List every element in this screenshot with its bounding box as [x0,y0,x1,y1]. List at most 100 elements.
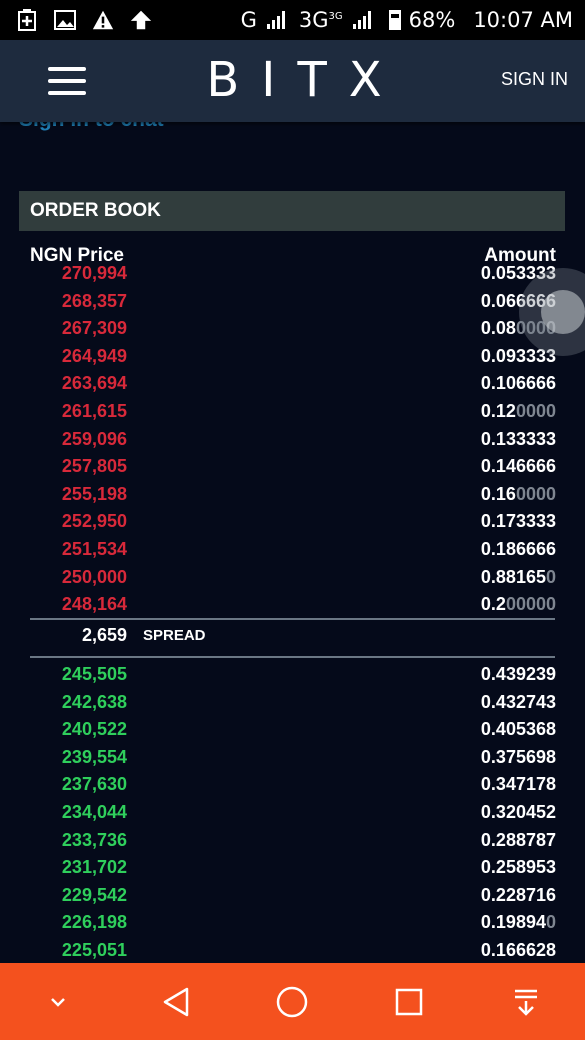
ask-row[interactable]: 251,534 0.186666 [0,536,585,563]
ask-row[interactable]: 255,198 0.160000 [0,481,585,508]
ask-amount-value: 0.08 [480,318,516,339]
ask-amount-value: 0.133333 [480,428,556,449]
bid-amount: 0.166628 [481,937,556,964]
bid-amount: 0.320452 [481,799,556,826]
bid-amount: 0.405368 [481,716,556,743]
bid-price: 229,542 [61,884,127,905]
bid-amount-trailing-zeros: 0 [545,912,556,933]
bid-price: 245,505 [61,664,127,684]
ask-row[interactable]: 267,309 0.080000 [0,315,585,342]
back-icon[interactable] [155,981,197,1023]
bid-row[interactable]: 234,044 0.320452 [0,799,585,826]
bid-row[interactable]: 233,736 0.288787 [0,827,585,854]
bid-row[interactable]: 237,630 0.347178 [0,771,585,798]
ask-row[interactable]: 261,615 0.120000 [0,398,585,425]
recents-icon[interactable] [388,981,430,1023]
bid-amount-value: 0.228716 [480,884,556,905]
bitx-logo: BITX [206,52,404,108]
ask-amount: 0.200000 [481,591,556,618]
home-icon[interactable] [271,981,313,1023]
floating-touch-dot-icon [541,290,585,334]
ask-price: 268,357 [61,290,127,311]
ask-amount-value: 0.12 [480,401,516,421]
bid-amount-value: 0.405368 [480,719,556,740]
ask-price: 257,805 [61,456,127,477]
bid-row[interactable]: 239,554 0.375698 [0,744,585,771]
bid-price: 242,638 [61,691,127,712]
bid-row[interactable]: 225,051 0.166628 [0,937,585,964]
ask-price: 259,096 [61,428,127,449]
ask-row[interactable]: 250,000 0.881650 [0,564,585,591]
bid-amount: 0.198940 [481,909,556,936]
bid-amount: 0.258953 [481,854,556,881]
ask-amount: 0.186666 [481,536,556,563]
bid-amount-value: 0.375698 [480,746,556,767]
bid-price: 237,630 [61,774,127,795]
bid-row[interactable]: 240,522 0.405368 [0,716,585,743]
ask-row[interactable]: 263,694 0.106666 [0,370,585,397]
navigation-bar [0,963,585,1040]
ask-row[interactable]: 259,096 0.133333 [0,426,585,453]
ask-amount: 0.160000 [481,481,556,508]
status-bar: G 3G3G 68% 10:07 AM [0,0,585,40]
ask-amount: 0.053333 [481,260,556,287]
ask-amount-value: 0.173333 [480,511,556,532]
upload-arrow-icon [130,9,152,31]
bid-price: 231,702 [61,857,127,878]
ask-amount: 0.066666 [481,288,556,315]
ask-price: 251,534 [61,539,127,559]
warning-icon [92,9,114,31]
bid-amount-value: 0.439239 [480,664,556,684]
battery-icon [388,10,401,30]
ask-price: 250,000 [61,566,127,587]
spread-label: SPREAD [143,627,206,644]
ask-amount-value: 0.2 [480,594,506,615]
bid-price: 239,554 [61,746,127,767]
bid-price: 234,044 [61,802,127,822]
ask-row[interactable]: 248,164 0.200000 [0,591,585,618]
bid-price: 225,051 [61,940,127,960]
bid-price: 240,522 [61,719,127,740]
image-icon [54,9,76,31]
bid-row[interactable]: 245,505 0.439239 [0,661,585,688]
bid-row[interactable]: 226,198 0.198940 [0,909,585,936]
ask-price: 270,994 [61,263,127,283]
spread-divider-top [30,618,555,620]
bid-row[interactable]: 242,638 0.432743 [0,689,585,716]
ask-price: 267,309 [61,318,127,339]
bid-amount-value: 0.432743 [480,691,556,712]
bid-amount-value: 0.347178 [480,774,556,795]
order-book-header: ORDER BOOK [19,191,565,231]
ask-price: 261,615 [61,401,127,421]
ask-row[interactable]: 252,950 0.173333 [0,508,585,535]
ask-amount: 0.146666 [481,453,556,480]
sign-in-button[interactable]: SIGN IN [500,69,568,89]
amount-column-header: Amount [484,245,556,266]
ask-amount-trailing-zeros: 00000 [505,594,556,615]
ask-amount-value: 0.093333 [480,345,556,366]
bid-amount: 0.228716 [481,882,556,909]
bid-amount-value: 0.288787 [480,829,556,850]
ask-row[interactable]: 270,994 0.053333 [0,260,585,287]
add-notification-icon [16,9,38,31]
ask-row[interactable]: 257,805 0.146666 [0,453,585,480]
network-type: G [240,8,257,32]
chevron-down-icon[interactable] [37,981,79,1023]
ask-amount: 0.093333 [481,343,556,370]
ask-amount-value: 0.88165 [480,566,546,587]
bid-amount-value: 0.19894 [480,912,546,933]
bid-amount-value: 0.320452 [480,802,556,822]
notification-pull-icon[interactable] [505,981,547,1023]
clock: 10:07 AM [473,8,573,32]
ask-amount-value: 0.106666 [480,373,556,394]
ask-amount: 0.106666 [481,370,556,397]
bid-amount: 0.432743 [481,689,556,716]
bid-amount: 0.439239 [481,661,556,688]
ask-amount: 0.133333 [481,426,556,453]
bid-row[interactable]: 229,542 0.228716 [0,882,585,909]
ask-row[interactable]: 264,949 0.093333 [0,343,585,370]
ask-amount: 0.120000 [481,398,556,425]
ask-row[interactable]: 268,357 0.066666 [0,288,585,315]
hamburger-menu-icon[interactable] [48,67,86,95]
bid-row[interactable]: 231,702 0.258953 [0,854,585,881]
